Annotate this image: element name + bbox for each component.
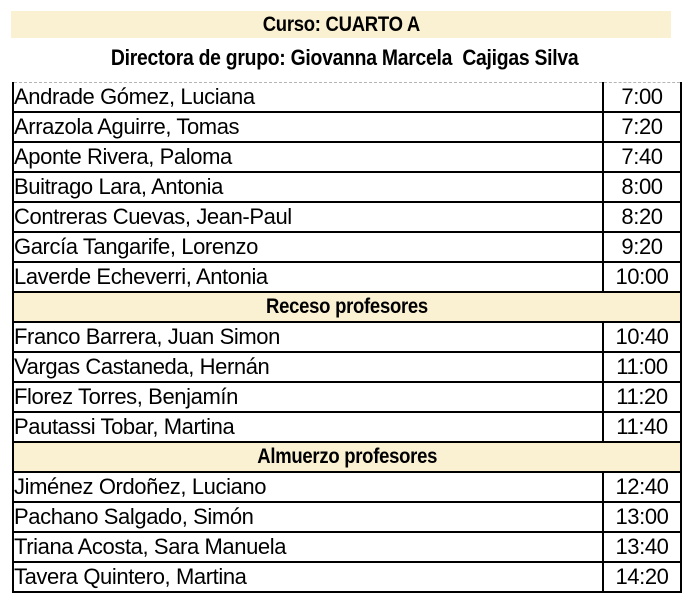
course-title-band: Curso: CUARTO A — [11, 11, 671, 38]
schedule-table: Andrade Gómez, Luciana 7:00 Arrazola Agu… — [12, 82, 682, 593]
time-cell: 10:40 — [602, 321, 682, 353]
time-cell: 11:00 — [602, 351, 682, 383]
group-director-line: Directora de grupo: Giovanna Marcela Caj… — [0, 45, 690, 71]
time-cell: 8:20 — [602, 201, 682, 233]
student-name-cell: Laverde Echeverri, Antonia — [12, 261, 604, 293]
student-name-cell: Arrazola Aguirre, Tomas — [12, 111, 604, 143]
table-row: Buitrago Lara, Antonia 8:00 — [12, 171, 682, 203]
student-name-cell: Florez Torres, Benjamín — [12, 381, 604, 413]
time-cell: 11:20 — [602, 381, 682, 413]
table-row: Florez Torres, Benjamín 11:20 — [12, 381, 682, 413]
student-name-cell: Triana Acosta, Sara Manuela — [12, 531, 604, 563]
table-row: Triana Acosta, Sara Manuela 13:40 — [12, 531, 682, 563]
section-header-text: Almuerzo profesores — [257, 445, 437, 468]
time-cell: 10:00 — [602, 261, 682, 293]
table-row: Arrazola Aguirre, Tomas 7:20 — [12, 111, 682, 143]
time-cell: 13:00 — [602, 501, 682, 533]
time-cell: 8:00 — [602, 171, 682, 203]
time-cell: 11:40 — [602, 411, 682, 443]
student-name-cell: Pautassi Tobar, Martina — [12, 411, 604, 443]
time-cell: 7:40 — [602, 141, 682, 173]
table-row: Jiménez Ordoñez, Luciano 12:40 — [12, 471, 682, 503]
table-row: Pautassi Tobar, Martina 11:40 — [12, 411, 682, 443]
table-row: Contreras Cuevas, Jean-Paul 8:20 — [12, 201, 682, 233]
table-row: García Tangarife, Lorenzo 9:20 — [12, 231, 682, 263]
section-row: Almuerzo profesores — [12, 441, 682, 473]
student-name-cell: Pachano Salgado, Simón — [12, 501, 604, 533]
student-name-cell: Vargas Castaneda, Hernán — [12, 351, 604, 383]
table-row: Tavera Quintero, Martina 14:20 — [12, 561, 682, 593]
section-header-cell: Receso profesores — [12, 291, 682, 323]
student-name-cell: Jiménez Ordoñez, Luciano — [12, 471, 604, 503]
section-header-text: Receso profesores — [266, 295, 428, 318]
time-cell: 13:40 — [602, 531, 682, 563]
section-header-cell: Almuerzo profesores — [12, 441, 682, 473]
table-row: Franco Barrera, Juan Simon 10:40 — [12, 321, 682, 353]
student-name-cell: García Tangarife, Lorenzo — [12, 231, 604, 263]
student-name-cell: Contreras Cuevas, Jean-Paul — [12, 201, 604, 233]
student-name-cell: Andrade Gómez, Luciana — [12, 82, 604, 113]
table-row: Vargas Castaneda, Hernán 11:00 — [12, 351, 682, 383]
course-title: Curso: CUARTO A — [262, 12, 420, 36]
time-cell: 9:20 — [602, 231, 682, 263]
table-row: Aponte Rivera, Paloma 7:40 — [12, 141, 682, 173]
table-row: Andrade Gómez, Luciana 7:00 — [12, 82, 682, 113]
group-director-text: Directora de grupo: Giovanna Marcela Caj… — [111, 45, 579, 70]
student-name-cell: Buitrago Lara, Antonia — [12, 171, 604, 203]
time-cell: 12:40 — [602, 471, 682, 503]
student-name-cell: Franco Barrera, Juan Simon — [12, 321, 604, 353]
student-name-cell: Aponte Rivera, Paloma — [12, 141, 604, 173]
time-cell: 14:20 — [602, 561, 682, 593]
student-name-cell: Tavera Quintero, Martina — [12, 561, 604, 593]
time-cell: 7:20 — [602, 111, 682, 143]
table-row: Laverde Echeverri, Antonia 10:00 — [12, 261, 682, 293]
table-row: Pachano Salgado, Simón 13:00 — [12, 501, 682, 533]
time-cell: 7:00 — [602, 82, 682, 113]
section-row: Receso profesores — [12, 291, 682, 323]
